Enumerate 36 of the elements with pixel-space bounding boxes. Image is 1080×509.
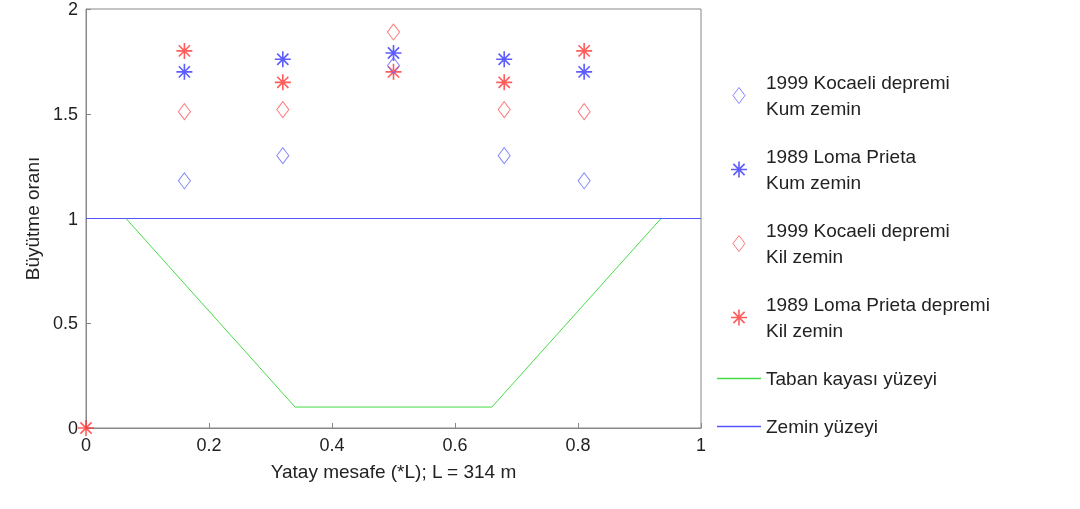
y-tick-label: 0 <box>67 418 78 438</box>
y-tick-label: 0.5 <box>52 313 78 334</box>
point <box>497 101 511 119</box>
y-tick-label: 2 <box>67 0 78 19</box>
point <box>177 172 191 190</box>
point <box>577 103 591 121</box>
point <box>276 147 290 165</box>
legend-label: 1989 Loma Prieta depremi Kil zemin <box>766 294 990 341</box>
y-tick-label: 1.5 <box>52 103 78 124</box>
legend-label: 1999 Kocaeli depremi Kil zemin <box>766 220 950 267</box>
x-tick-label: 0 <box>80 435 92 455</box>
x-tick-label: 0.4 <box>319 435 345 455</box>
point <box>497 147 511 165</box>
point <box>177 103 191 121</box>
point <box>276 101 290 119</box>
point <box>274 74 291 91</box>
point <box>78 420 94 436</box>
x-tick-label: 0.2 <box>196 435 222 455</box>
y-axis-title: Büyütme oranı <box>22 156 44 281</box>
point <box>576 42 593 59</box>
y-tick-label: 1 <box>67 208 78 229</box>
point <box>496 51 513 68</box>
legend-label: 1989 Loma Prieta Kum zemin <box>766 146 917 193</box>
x-tick-label: 1 <box>695 435 707 455</box>
legend-label: 1999 Kocaeli depremi Kum zemin <box>766 72 950 119</box>
point <box>387 57 400 75</box>
legend-label: Zemin yüzeyi <box>766 416 878 437</box>
point <box>576 63 593 80</box>
point <box>577 172 591 190</box>
x-tick-label: 0.6 <box>442 435 468 455</box>
legend-label: Taban kayası yüzeyi <box>766 368 938 389</box>
point <box>496 74 513 91</box>
point <box>387 23 400 41</box>
x-axis-title: Yatay mesafe (*L); L = 314 m <box>270 461 517 482</box>
x-tick-label: 0.8 <box>565 435 591 455</box>
point <box>274 51 291 68</box>
